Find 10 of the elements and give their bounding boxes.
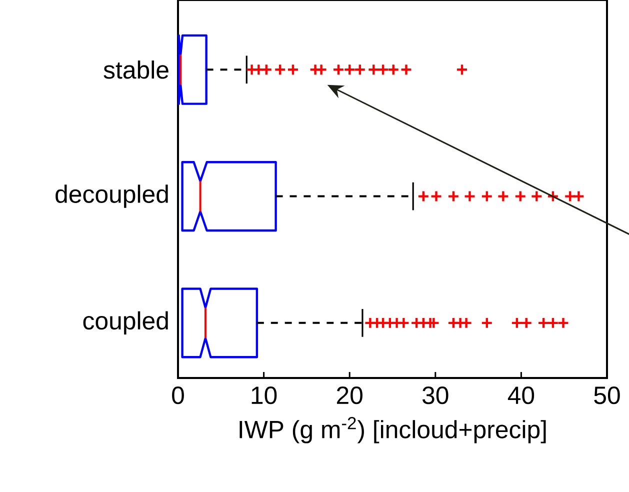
y-tick-label: coupled: [83, 311, 168, 335]
x-tick-label: 0: [172, 386, 184, 404]
y-tick-label: decoupled: [56, 184, 168, 208]
x-tick-label: 10: [252, 386, 277, 404]
x-tick-label: 20: [337, 386, 362, 404]
x-axis-title: IWP (g m$^{-2}$) [incloud+precip]: [240, 416, 546, 444]
x-tick-label: 30: [422, 386, 448, 404]
x-tick-label: 50: [594, 386, 620, 404]
x-tick-label: 40: [508, 386, 534, 404]
y-tick-label: stable: [104, 60, 168, 79]
